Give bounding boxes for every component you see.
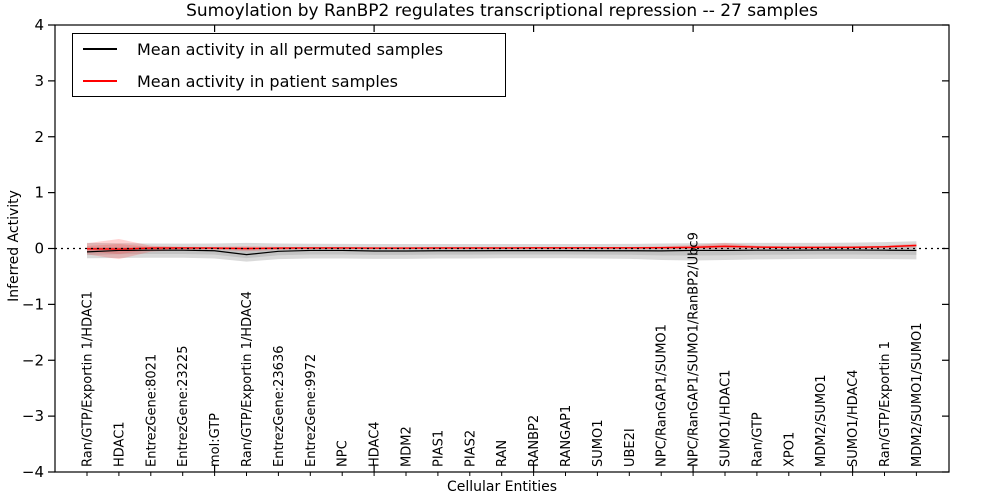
x-tick-label: EntrezGene:8021 [144,354,159,467]
legend-item-patient: Mean activity in patient samples [83,67,505,95]
y-tick-label: 4 [34,16,44,34]
x-tick-label: NPC/RanGAP1/SUMO1 [655,324,670,467]
x-tick-label: EntrezGene:9972 [304,354,319,467]
x-tick-label: MDM2/SUMO1 [814,374,829,467]
legend-label-permuted: Mean activity in all permuted samples [137,39,444,59]
x-tick-label: UBE2I [623,428,638,467]
x-tick-label: NPC/RanGAP1/SUMO1/RanBP2/Ubc9 [687,232,702,467]
patient-line-swatch [83,80,117,82]
legend: Mean activity in all permuted samples Me… [72,33,506,97]
x-tick-label: RANBP2 [527,415,542,467]
y-tick-label: 2 [34,128,44,146]
y-tick-label: 0 [34,240,44,258]
x-tick-label: SUMO1/HDAC4 [846,370,861,467]
legend-item-permuted: Mean activity in all permuted samples [83,35,505,63]
x-tick-label: Ran/GTP/Exportin 1 [878,341,893,467]
x-tick-label: Ran/GTP/Exportin 1/HDAC4 [240,291,255,467]
mean-line-permuted [86,249,917,256]
x-tick-label: HDAC1 [112,421,127,467]
x-tick-label: MDM2/SUMO1/SUMO1 [910,323,925,467]
y-tick-label: −3 [22,407,44,425]
y-tick-label: −4 [22,463,44,481]
y-tick-label: −1 [22,295,44,313]
legend-label-patient: Mean activity in patient samples [137,71,398,91]
x-axis-title: Cellular Entities [446,479,558,495]
x-tick-label: NPC [336,440,351,467]
x-tick-label: MDM2 [400,426,415,467]
x-tick-label: RAN [495,440,510,467]
x-tick-label: Ran/GTP [750,412,765,467]
x-tick-label: XPO1 [782,432,797,467]
x-tick-label: HDAC4 [368,421,383,467]
x-tick-label: EntrezGene:23225 [176,346,191,467]
y-axis-title: Inferred Activity [6,190,22,302]
y-tick-label: −2 [22,351,44,369]
mean-line-patient [86,244,917,250]
x-tick-label: EntrezGene:23636 [272,346,287,467]
chart-title: Sumoylation by RanBP2 regulates transcri… [186,1,818,21]
x-tick-label: SUMO1/HDAC1 [719,370,734,467]
x-tick-label: Ran/GTP/Exportin 1/HDAC1 [81,291,96,467]
x-tick-label: mol:GTP [208,413,223,467]
permuted-line-swatch [83,48,117,50]
y-tick-label: 3 [34,72,44,90]
x-tick-label: RANGAP1 [559,405,574,467]
x-tick-label: PIAS2 [463,430,478,467]
y-tick-label: 1 [34,184,44,202]
x-tick-label: PIAS1 [431,430,446,467]
x-tick-label: SUMO1 [591,420,606,468]
